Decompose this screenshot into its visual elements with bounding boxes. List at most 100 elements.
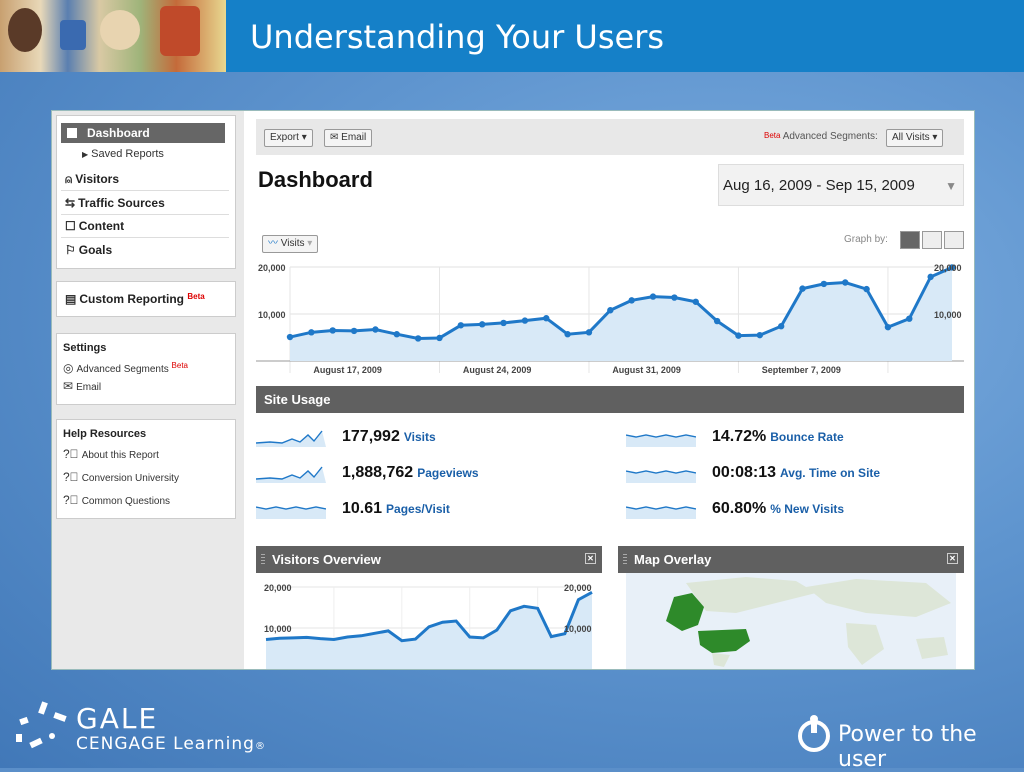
metric-select[interactable]: 〰 Visits ▾ xyxy=(262,235,319,253)
segment-select[interactable]: All Visits ▾ xyxy=(886,129,944,147)
analytics-screenshot: Dashboard ▶ Saved Reports ⍝ Visitors ⇆ Traf… xyxy=(51,110,975,670)
map-country-usa xyxy=(698,629,750,653)
data-point xyxy=(884,323,892,331)
y-tick-label-right: 20,000 xyxy=(564,583,592,593)
data-point xyxy=(436,334,443,342)
select-value: Visits xyxy=(280,238,305,249)
sparkline-fill xyxy=(626,507,696,519)
sidebar-item-label: Traffic Sources xyxy=(78,196,165,210)
email-link[interactable]: ✉ Email xyxy=(63,379,101,393)
data-point xyxy=(820,280,828,288)
divider xyxy=(61,190,229,191)
question-icon: ?⃝ xyxy=(63,493,79,507)
metric-label-link[interactable]: % New Visits xyxy=(770,502,845,516)
sparkline-line xyxy=(256,506,326,510)
divider xyxy=(61,237,229,238)
metric-label-link[interactable]: Pageviews xyxy=(417,466,479,480)
metric-3: 14.72% Bounce Rate xyxy=(712,428,844,448)
beta-badge: Beta xyxy=(171,361,189,370)
sparkline-icon xyxy=(626,434,696,447)
world-map[interactable] xyxy=(626,573,956,669)
data-point xyxy=(927,273,934,281)
advanced-segments-link[interactable]: ◎ Advanced Segments Beta xyxy=(63,361,188,375)
visitors-overview-chart: 20,000 20,000 10,000 10,000 xyxy=(256,573,602,669)
sidebar-item-label: Goals xyxy=(78,243,113,257)
sparkline-icon xyxy=(626,470,696,483)
metric-label-link[interactable]: Pages/Visit xyxy=(386,502,450,516)
metric-label-link[interactable]: Visits xyxy=(403,430,436,444)
data-point xyxy=(457,322,465,329)
gale-logo-icon xyxy=(16,701,67,749)
date-range-picker[interactable]: Aug 16, 2009 - Sep 15, 2009 ▼ xyxy=(718,164,964,206)
sidebar-item-traffic-sources[interactable]: ⇆ Traffic Sources xyxy=(65,196,165,210)
y-tick-label-right: 10,000 xyxy=(564,624,592,634)
graph-by-month-button[interactable] xyxy=(944,231,964,249)
metric-label-link[interactable]: Avg. Time on Site xyxy=(780,466,881,480)
panel-title: Map Overlay xyxy=(634,552,712,567)
sidebar-item-custom-reporting[interactable]: ▤ Custom Reporting Beta xyxy=(65,292,205,306)
sidebar-item-content[interactable]: ☐ Content xyxy=(65,219,124,233)
metric-2: 10.61 Pages/Visit xyxy=(342,500,450,520)
drag-handle[interactable] xyxy=(261,554,265,564)
help-link-questions[interactable]: ?⃝ Common Questions xyxy=(63,493,170,507)
y-tick-label: 20,000 xyxy=(264,583,292,593)
chevron-down-icon: ▾ xyxy=(307,238,313,249)
metric-value: 10.61 xyxy=(342,500,383,517)
help-box: Help Resources ?⃝ About this Report ?⃝ Con… xyxy=(56,419,236,519)
export-button[interactable]: Export ▾ xyxy=(264,129,313,147)
data-point xyxy=(863,285,870,293)
link-label: Conversion University xyxy=(81,473,179,484)
data-point xyxy=(906,315,913,322)
sparkline-fill xyxy=(626,435,696,447)
line-chart-icon: 〰 xyxy=(268,238,278,249)
divider xyxy=(61,214,229,215)
metric-value: 14.72% xyxy=(712,428,767,445)
sidebar-item-dashboard[interactable]: Dashboard xyxy=(61,123,225,143)
settings-box: Settings ◎ Advanced Segments Beta ✉ Email xyxy=(56,333,236,405)
power-tagline: Power to the user xyxy=(838,722,977,772)
email-button[interactable]: ✉ Email xyxy=(324,129,373,147)
metric-value: 00:08:13 xyxy=(712,464,777,481)
data-point xyxy=(350,327,358,335)
sidebar-item-goals[interactable]: ⚐ Goals xyxy=(65,243,112,257)
panel-title: Visitors Overview xyxy=(272,552,381,567)
segments-icon: ◎ xyxy=(63,361,74,375)
sparkline-icon xyxy=(256,506,326,519)
visits-chart: 20,000 20,000 10,000 10,000 August 17, 2009 A… xyxy=(256,253,968,377)
triangle-right-icon: ▶ xyxy=(82,150,89,159)
help-link-about[interactable]: ?⃝ About this Report xyxy=(63,447,159,461)
sidebar-item-saved-reports[interactable]: ▶ Saved Reports xyxy=(82,148,164,160)
power-icon xyxy=(798,715,830,752)
envelope-icon: ✉ xyxy=(63,379,74,393)
chevron-down-icon: ▾ xyxy=(932,132,938,143)
person-icon: ⍝ xyxy=(65,172,73,186)
flag-icon: ⚐ xyxy=(65,243,76,257)
header-photo xyxy=(0,0,226,72)
sidebar: Dashboard ▶ Saved Reports ⍝ Visitors ⇆ Traf… xyxy=(52,111,244,669)
help-heading: Help Resources xyxy=(63,428,147,440)
data-point xyxy=(713,317,721,325)
sidebar-item-visitors[interactable]: ⍝ Visitors xyxy=(65,172,119,187)
close-icon[interactable]: ✕ xyxy=(585,553,596,564)
sparkline-line xyxy=(626,506,696,510)
question-icon: ?⃝ xyxy=(63,470,79,484)
metric-label-link[interactable]: Bounce Rate xyxy=(770,430,844,444)
close-icon[interactable]: ✕ xyxy=(947,553,958,564)
y-tick-label: 10,000 xyxy=(264,624,292,634)
graph-by-week-button[interactable] xyxy=(922,231,942,249)
slide-header: Understanding Your Users xyxy=(0,0,1024,72)
cengage-wordmark: CENGAGE Learning® xyxy=(76,734,266,754)
metric-4: 00:08:13 Avg. Time on Site xyxy=(712,464,880,484)
chevron-down-icon: ▼ xyxy=(945,179,957,193)
data-point xyxy=(308,329,315,336)
sparkline-line xyxy=(256,466,323,480)
graph-by-day-button[interactable] xyxy=(900,231,920,249)
sparkline-fill xyxy=(256,431,326,447)
help-link-conversion[interactable]: ?⃝ Conversion University xyxy=(63,470,179,484)
drag-handle[interactable] xyxy=(623,554,627,564)
sparkline-icon xyxy=(626,506,696,519)
map-country-canada xyxy=(666,593,704,631)
cengage-text: CENGAGE Learning xyxy=(76,734,255,754)
beta-badge: Beta xyxy=(187,292,205,301)
page-icon: ☐ xyxy=(65,219,76,233)
